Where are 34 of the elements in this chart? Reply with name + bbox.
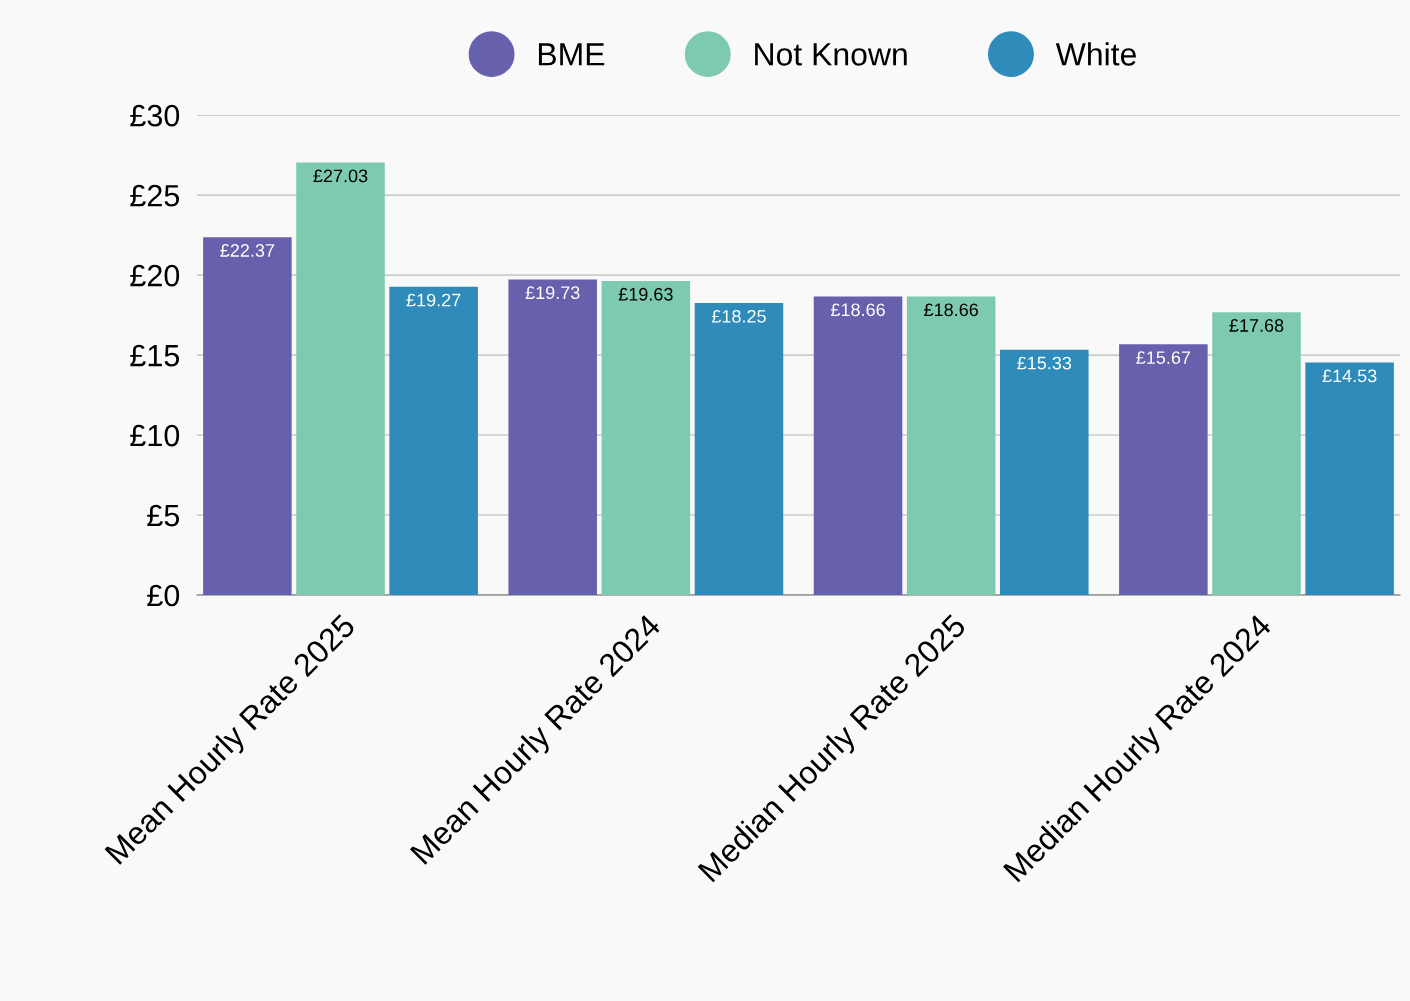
- data-label: £18.66: [830, 303, 885, 317]
- bar: [906, 296, 996, 595]
- data-label: £19.63: [618, 287, 673, 301]
- bar: [601, 280, 691, 595]
- legend-label: White: [1055, 42, 1136, 66]
- y-tick-label: £20: [130, 264, 180, 287]
- bar: [694, 303, 784, 595]
- bar: [203, 237, 292, 595]
- data-label: £19.73: [525, 286, 580, 300]
- bar: [1000, 349, 1089, 595]
- y-tick-label: £0: [147, 584, 180, 607]
- data-label: £15.33: [1017, 356, 1072, 370]
- bar: [296, 162, 385, 595]
- bar: [1119, 344, 1208, 595]
- bar: [1212, 312, 1301, 595]
- data-label: £15.67: [1136, 351, 1191, 364]
- y-tick-label: £25: [130, 184, 180, 207]
- data-label: £14.53: [1322, 369, 1377, 383]
- data-label: £17.68: [1229, 319, 1284, 332]
- bar: [389, 286, 478, 595]
- data-label: £22.37: [220, 244, 275, 257]
- legend-label: BME: [538, 43, 605, 66]
- data-label: £19.27: [406, 293, 461, 307]
- y-tick-label: £30: [130, 104, 180, 127]
- y-tick-label: £10: [130, 424, 180, 447]
- y-tick-label: £5: [147, 504, 180, 527]
- data-label: £18.66: [924, 303, 978, 317]
- bar: [508, 279, 597, 595]
- bar: [1305, 362, 1394, 595]
- bar: [813, 296, 903, 595]
- data-label: £27.03: [313, 169, 368, 183]
- y-tick-label: £15: [130, 344, 180, 367]
- legend-label: Not Known: [755, 43, 907, 66]
- data-label: £18.25: [711, 309, 766, 323]
